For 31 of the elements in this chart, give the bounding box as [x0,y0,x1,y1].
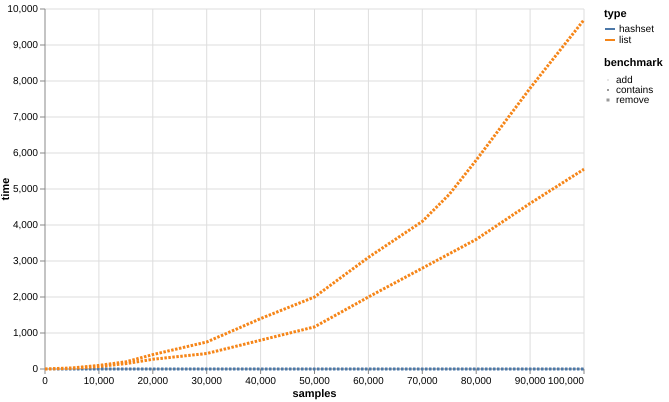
x-tick-label: 80,000 [460,376,492,387]
legend-label: list [619,35,632,46]
x-axis-title: samples [292,388,337,400]
y-tick-label: 9,000 [12,40,38,52]
y-tick-label: 4,000 [12,220,38,232]
text: remove [616,95,650,106]
text: contains [616,85,654,96]
y-tick-label: 0 [32,364,38,376]
y-tick-label: 8,000 [12,76,38,88]
y-tick-label: 7,000 [12,112,38,124]
x-tick-label: 20,000 [138,376,169,387]
x-tick-label: 60,000 [353,376,384,387]
y-axis-title: time [0,178,12,200]
x-tick-label: 40,000 [245,376,276,387]
text: benchmark [604,57,664,69]
text: add [616,75,633,86]
y-tick-label: 1,000 [12,328,38,340]
x-tick-label: 50,000 [299,376,330,387]
x-tick-label: 30,000 [191,376,222,387]
x-tick-label: 100,000 [548,376,584,387]
x-tick-label: 10,000 [84,376,115,387]
y-tick-label: 2,000 [12,292,38,304]
x-tick-label: 90,000 [514,376,546,387]
y-tick-label: 3,000 [12,256,38,268]
x-tick-label: 0 [42,376,48,387]
x-tick-label: 70,000 [407,376,438,387]
legend-label: hashset [619,24,654,36]
y-tick-label: 5,000 [12,184,38,196]
y-tick-label: 10,000 [7,4,38,16]
legend-title: type [604,8,627,20]
y-tick-label: 6,000 [12,148,38,160]
